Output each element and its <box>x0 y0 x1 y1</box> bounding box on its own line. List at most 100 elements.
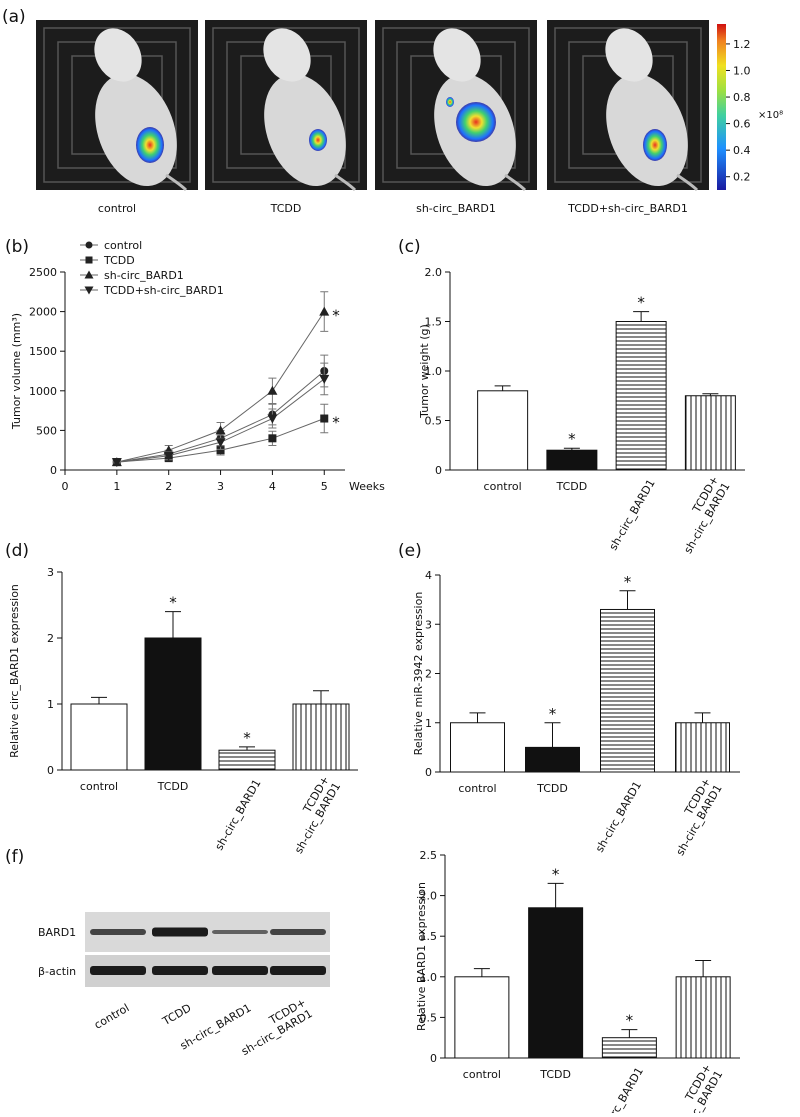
error-bar <box>621 1029 638 1038</box>
mouse-tail <box>504 173 527 192</box>
colorbar-tick-label: 1.0 <box>733 64 751 77</box>
blot-band <box>270 929 326 935</box>
marker <box>215 438 226 448</box>
bar <box>601 1037 657 1059</box>
error-bar <box>469 712 486 723</box>
marker <box>319 374 330 384</box>
y-axis-label: Relative circ_BARD1 expression <box>8 584 21 758</box>
signal <box>309 129 327 151</box>
significance-star: * <box>637 294 645 312</box>
blot-band <box>212 966 268 975</box>
lane-label: TCDD <box>160 1001 194 1028</box>
y-tick-label: 1.0 <box>425 365 443 378</box>
x-tick-label: 1 <box>113 480 120 493</box>
marker <box>267 414 278 424</box>
marker <box>163 451 174 461</box>
marker <box>85 241 93 249</box>
bar <box>292 703 350 771</box>
bar <box>675 722 730 773</box>
mouse-head <box>94 28 142 82</box>
legend-label: sh-circ_BARD1 <box>104 269 184 282</box>
y-tick-label: 2.5 <box>420 849 438 862</box>
mouse-head <box>605 28 653 82</box>
y-tick-label: 1 <box>425 717 432 730</box>
lane-label: control <box>92 1001 132 1031</box>
blot-band <box>90 929 146 935</box>
error-bar <box>165 611 181 638</box>
significance-star: * <box>332 414 340 432</box>
mouse-tail <box>165 173 188 192</box>
legend-label: TCDD+sh-circ_BARD1 <box>103 284 224 297</box>
bar <box>450 722 505 773</box>
marker <box>319 306 330 316</box>
mouse-tail <box>334 173 357 192</box>
x-tick-label: TCDD+sh-circ_BARD1 <box>281 774 343 856</box>
panel-label: (e) <box>398 541 422 561</box>
blot-band <box>152 966 208 975</box>
panel-label: (f) <box>5 847 24 867</box>
legend-label: control <box>104 239 142 252</box>
signal <box>456 102 496 142</box>
bar <box>615 321 667 471</box>
image-frame <box>212 27 360 183</box>
y-tick-label: 1.0 <box>420 971 438 984</box>
signal <box>446 97 454 107</box>
y-tick-label: 3 <box>425 618 432 631</box>
y-tick-label: 500 <box>36 424 57 437</box>
error-bar <box>313 690 329 704</box>
error-bar <box>544 722 561 748</box>
marker <box>85 256 93 264</box>
error-bar <box>473 968 490 977</box>
y-axis-label: Relative BARD1 expression <box>415 882 428 1031</box>
signal <box>136 127 164 163</box>
x-tick-label: control <box>80 780 118 793</box>
colorbar <box>717 24 726 190</box>
y-tick-label: 1.5 <box>425 316 443 329</box>
y-tick-label: 2 <box>47 632 54 645</box>
marker <box>215 425 226 435</box>
y-axis-label: Tumor volume (mm³) <box>10 313 23 430</box>
significance-star: * <box>169 594 177 612</box>
marker <box>216 446 225 455</box>
image-frame <box>554 27 702 183</box>
x-tick-label: TCDD <box>556 480 588 493</box>
bar <box>70 703 128 771</box>
bar <box>684 395 736 471</box>
bioluminescence-image <box>547 20 709 192</box>
marker <box>320 414 329 423</box>
y-tick-label: 1 <box>47 698 54 711</box>
image-frame <box>382 27 530 183</box>
mouse-tail <box>676 173 699 192</box>
colorbar-tick-label: 0.6 <box>733 118 751 131</box>
marker <box>84 286 94 295</box>
bar <box>218 749 276 771</box>
significance-star: * <box>332 307 340 325</box>
marker <box>111 458 122 468</box>
x-tick-label: TCDD <box>157 780 189 793</box>
y-tick-label: 0 <box>47 764 54 777</box>
x-tick-label: 3 <box>217 480 224 493</box>
group-label: TCDD <box>270 202 302 215</box>
x-tick-label: sh-circ_BARD1 <box>607 477 658 553</box>
y-tick-label: 1500 <box>29 345 57 358</box>
mouse-body <box>264 73 346 187</box>
blot-band <box>90 966 146 975</box>
marker <box>267 385 278 395</box>
error-bar <box>494 385 511 391</box>
x-tick-label: TCDD+sh-circ_BARD1 <box>670 474 732 556</box>
panel-label: (b) <box>5 237 29 257</box>
x-tick-label: control <box>484 480 522 493</box>
y-tick-label: 0 <box>435 464 442 477</box>
y-tick-label: 2.0 <box>425 266 443 279</box>
bar <box>525 746 580 773</box>
bar <box>675 976 731 1059</box>
y-tick-label: 0 <box>425 766 432 779</box>
y-tick-label: 2.0 <box>420 890 438 903</box>
y-tick-label: 4 <box>425 569 432 582</box>
group-label: control <box>98 202 136 215</box>
mouse-head <box>263 28 311 82</box>
bar <box>144 637 202 771</box>
x-axis-label: Weeks <box>349 480 385 493</box>
panel-label: (c) <box>398 237 421 257</box>
